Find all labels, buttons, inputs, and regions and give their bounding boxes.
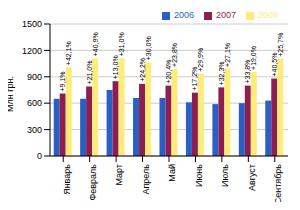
- svg-text:+23,8%: +23,8%: [171, 43, 178, 67]
- svg-text:+29,9%: +29,9%: [197, 48, 204, 72]
- svg-text:1200: 1200: [22, 46, 42, 56]
- svg-text:Млн грн.: Млн грн.: [8, 76, 15, 112]
- svg-text:+21,0%: +21,0%: [86, 61, 93, 85]
- svg-text:Июнь: Июнь: [194, 164, 204, 187]
- html-text:2006: 2006: [173, 10, 194, 20]
- svg-text:Февраль: Февраль: [88, 164, 98, 201]
- svg-text:0: 0: [37, 151, 42, 161]
- svg-text:900: 900: [27, 72, 42, 82]
- svg-text:Май: Май: [167, 164, 177, 182]
- svg-text:Март: Март: [115, 164, 125, 186]
- html-text:2007: 2007: [215, 10, 236, 20]
- svg-text:+20,4%: +20,4%: [165, 59, 172, 84]
- svg-text:+19,0%: +19,0%: [250, 46, 257, 70]
- svg-text:Апрель: Апрель: [141, 164, 151, 195]
- svg-text:+24,2%: +24,2%: [139, 58, 146, 82]
- svg-text:Сентябрь: Сентябрь: [273, 164, 283, 202]
- svg-text:300: 300: [27, 125, 42, 135]
- svg-text:+25,7%: +25,7%: [277, 33, 284, 57]
- svg-text:+32,3%: +32,3%: [217, 61, 225, 86]
- svg-text:+40,5%: +40,5%: [270, 52, 278, 77]
- svg-text:600: 600: [27, 98, 42, 108]
- svg-text:+13,0%: +13,0%: [112, 55, 119, 79]
- svg-text:+27,1%: +27,1%: [224, 43, 231, 67]
- svg-text:+42,1%: +42,1%: [65, 41, 72, 65]
- svg-text:+9,1%: +9,1%: [59, 71, 66, 91]
- svg-text:+40,9%: +40,9%: [92, 32, 99, 56]
- svg-text:Август: Август: [247, 164, 257, 191]
- svg-text:Июль: Июль: [220, 164, 230, 187]
- svg-text:+17,2%: +17,2%: [191, 66, 199, 91]
- svg-text:1500: 1500: [22, 19, 42, 29]
- svg-text:Январь: Январь: [62, 164, 72, 195]
- svg-text:+30,0%: +30,0%: [145, 36, 152, 60]
- svg-text:+33,8%: +33,8%: [244, 59, 252, 84]
- svg-text:+31,0%: +31,0%: [118, 32, 125, 56]
- html-text:2008: 2008: [258, 10, 278, 20]
